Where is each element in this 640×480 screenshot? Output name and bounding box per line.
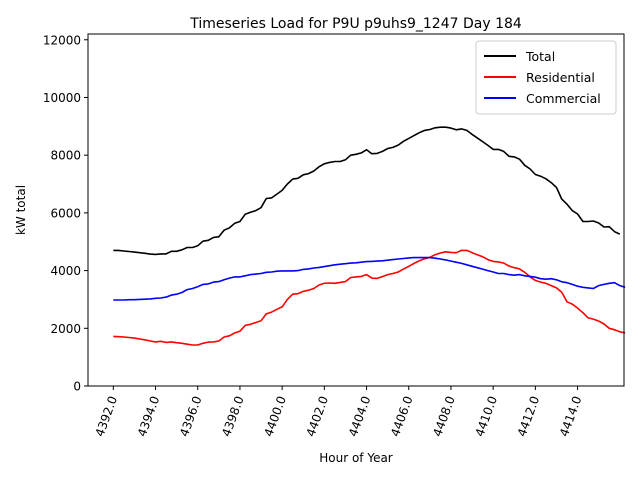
series-line-total xyxy=(113,126,621,256)
y-axis-ticks: 0 2000 4000 6000 8000 10000 12000 xyxy=(43,33,88,394)
y-tick-label: 10000 xyxy=(43,91,81,105)
legend-box xyxy=(475,40,617,115)
y-axis-label: kW total xyxy=(14,185,28,235)
y-tick-label: 12000 xyxy=(43,33,81,47)
y-tick-label: 2000 xyxy=(50,322,81,336)
legend-label-commercial: Commercial xyxy=(526,91,601,106)
chart-title: Timeseries Load for P9U p9uhs9_1247 Day … xyxy=(189,16,522,32)
legend-label-residential: Residential xyxy=(526,70,595,85)
series-line-residential xyxy=(113,249,626,346)
plot-frame xyxy=(87,33,625,387)
y-tick-label: 4000 xyxy=(50,264,81,278)
x-axis-label: Hour of Year xyxy=(319,451,393,465)
series-layer xyxy=(113,126,626,346)
y-tick-label: 6000 xyxy=(50,206,81,220)
legend-label-total: Total xyxy=(525,49,555,64)
legend: Total Residential Commercial xyxy=(475,40,617,115)
series-line-commercial xyxy=(113,256,626,301)
y-tick-label: 8000 xyxy=(50,149,81,163)
y-tick-label: 0 xyxy=(73,380,81,394)
